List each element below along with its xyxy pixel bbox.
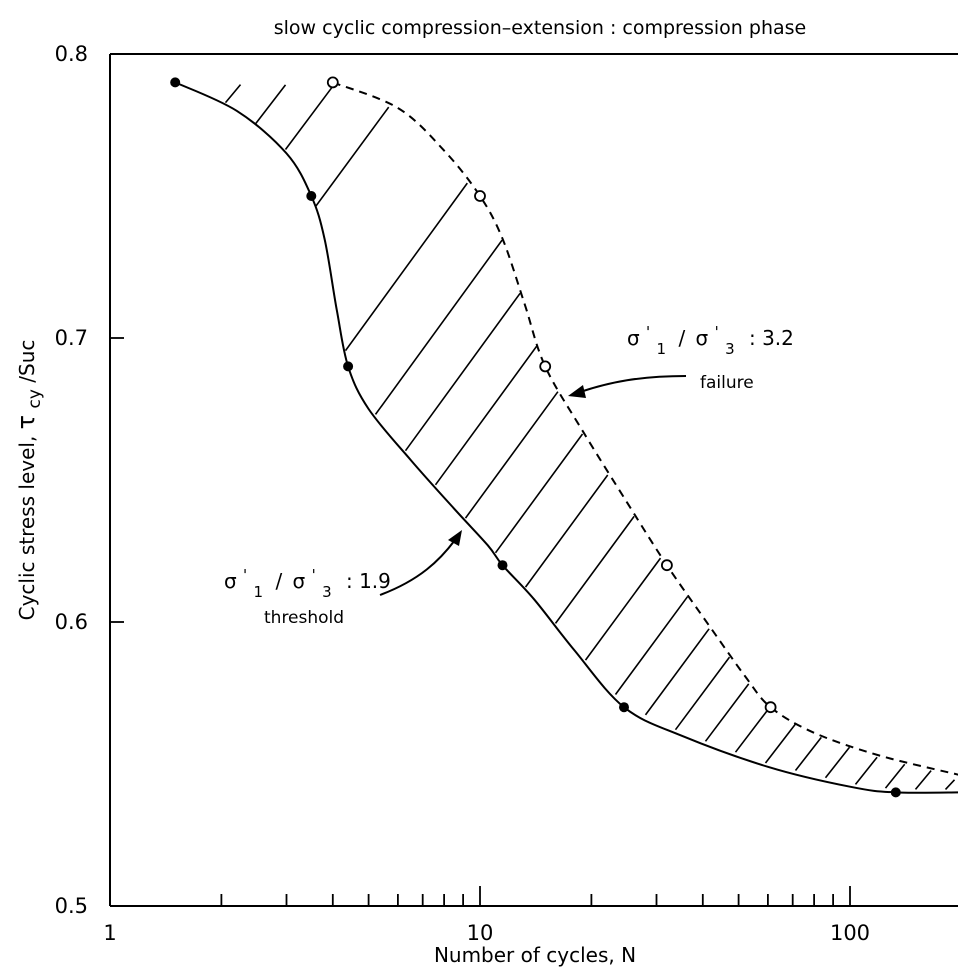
threshold-curve xyxy=(174,81,958,794)
hatch-line xyxy=(494,433,584,554)
data-markers xyxy=(170,76,901,798)
x-axis-title: Number of cycles, N xyxy=(434,943,636,967)
y-tick-label: 0.8 xyxy=(55,42,88,66)
threshold-point xyxy=(170,77,181,88)
threshold-point xyxy=(497,560,508,571)
x-ticks: 1 10 100 xyxy=(103,886,870,945)
threshold-label: threshold xyxy=(264,608,344,628)
failure-label: failure xyxy=(700,373,754,393)
threshold-point xyxy=(619,702,629,713)
failure-point xyxy=(326,76,339,89)
plot-frame xyxy=(109,53,958,907)
x-tick-label: 100 xyxy=(830,921,870,945)
chart-title: slow cyclic compression–extension : comp… xyxy=(274,17,806,39)
failure-arrowhead xyxy=(568,385,586,398)
hatch-line xyxy=(314,106,390,208)
failure-prime3: ' xyxy=(715,323,719,341)
hatch-line xyxy=(884,763,906,789)
y-axis-title-tau: τ xyxy=(12,415,40,429)
threshold-point xyxy=(343,361,354,372)
failure-sub3: 3 xyxy=(725,340,735,358)
threshold-prime3: ' xyxy=(312,566,316,584)
hatch-line xyxy=(674,656,731,731)
hatched-band xyxy=(224,84,956,790)
hatch-line xyxy=(284,84,335,150)
failure-ratio: σ ' 1 / σ ' 3 : 3.2 xyxy=(627,318,794,359)
hatch-line xyxy=(254,84,287,125)
hatch-line xyxy=(944,779,956,790)
hatch-line xyxy=(824,746,851,779)
threshold-value: : 1.9 xyxy=(346,569,391,593)
threshold-sigma3: σ xyxy=(293,569,306,593)
y-axis-title-suffix: /Suc xyxy=(15,340,39,383)
hatch-line xyxy=(554,515,635,624)
annotation-threshold: σ ' 1 / σ ' 3 : 1.9 threshold xyxy=(224,530,462,628)
hatch-line xyxy=(764,723,797,764)
hatch-line xyxy=(704,683,750,742)
threshold-arrowhead xyxy=(448,530,462,546)
hatch-line xyxy=(374,239,503,415)
y-tick-label: 0.7 xyxy=(55,326,88,350)
threshold-sub1: 1 xyxy=(254,583,264,601)
curves xyxy=(174,81,958,794)
failure-sigma3: σ xyxy=(696,326,709,350)
y-axis-title-text: Cyclic stress level, xyxy=(15,436,39,621)
threshold-slash: / xyxy=(275,569,282,593)
failure-sub1: 1 xyxy=(657,340,667,358)
hatch-line xyxy=(464,391,559,519)
threshold-arrow xyxy=(379,539,456,596)
failure-value: : 3.2 xyxy=(749,326,794,350)
threshold-prime1: ' xyxy=(243,566,247,584)
y-axis-title: Cyclic stress level, τ cy /Suc xyxy=(12,340,45,621)
failure-point xyxy=(764,701,777,714)
y-tick-label: 0.6 xyxy=(55,610,88,634)
threshold-sub3: 3 xyxy=(322,583,332,601)
failure-sigma1: σ xyxy=(627,326,640,350)
failure-point xyxy=(661,559,673,572)
threshold-sigma1: σ xyxy=(224,569,237,593)
y-ticks: 0.5 0.6 0.7 0.8 xyxy=(55,42,124,918)
hatch-line xyxy=(584,557,662,661)
hatch-line xyxy=(914,770,932,790)
hatch-line xyxy=(524,474,609,588)
hatch-line xyxy=(644,628,710,716)
threshold-point xyxy=(306,191,317,201)
hatch-line xyxy=(734,707,770,753)
failure-point xyxy=(539,360,552,373)
hatch-line xyxy=(224,84,242,104)
failure-point xyxy=(474,190,486,202)
x-tick-label: 1 xyxy=(103,921,116,945)
threshold-ratio: σ ' 1 / σ ' 3 : 1.9 xyxy=(224,561,391,602)
hatch-line xyxy=(614,596,689,695)
failure-arrow xyxy=(579,375,687,393)
y-tick-label: 0.5 xyxy=(55,894,88,918)
hatch-line xyxy=(854,756,878,785)
hatch-line xyxy=(434,345,538,486)
hatch-line xyxy=(344,182,468,352)
failure-curve-dashed xyxy=(332,81,958,776)
hatch-line xyxy=(404,292,521,452)
threshold-point xyxy=(890,787,901,798)
failure-slash: / xyxy=(678,326,685,350)
y-axis-title-sub: cy xyxy=(25,389,45,408)
failure-prime1: ' xyxy=(646,323,650,341)
x-tick-label: 10 xyxy=(467,921,494,945)
hatch-line xyxy=(794,736,822,771)
annotation-failure: σ ' 1 / σ ' 3 : 3.2 failure xyxy=(568,318,794,398)
